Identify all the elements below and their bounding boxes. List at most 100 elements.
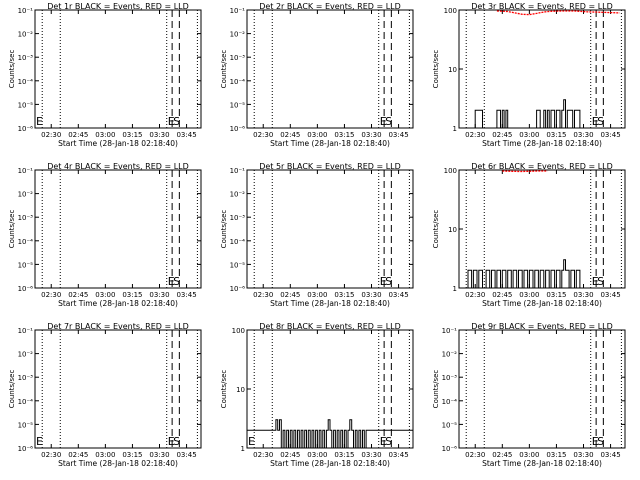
x-tick-label: 03:00 xyxy=(519,451,539,459)
x-tick-label: 03:45 xyxy=(388,451,408,459)
x-tick-label: 03:00 xyxy=(95,451,115,459)
y-tick-label: 10⁻¹ xyxy=(230,7,246,15)
marker-label-e: E xyxy=(592,115,599,128)
y-tick-label: 10⁻⁵ xyxy=(18,261,34,269)
y-tick-label: 10⁻⁶ xyxy=(230,125,246,133)
y-tick-label: 10⁻⁵ xyxy=(442,421,458,429)
x-axis-label: Start Time (28-Jan-18 02:18:40) xyxy=(482,139,602,148)
marker-label-s: S xyxy=(173,275,180,288)
x-tick-label: 03:30 xyxy=(361,451,381,459)
marker-label-e: E xyxy=(36,115,43,128)
x-tick-label: 02:30 xyxy=(253,291,273,299)
x-axis-label: Start Time (28-Jan-18 02:18:40) xyxy=(58,459,178,468)
events-series-line xyxy=(247,419,414,449)
y-axis-label: Counts/sec xyxy=(8,50,16,89)
y-tick-label: 100 xyxy=(444,167,457,175)
y-tick-label: 1 xyxy=(453,285,457,293)
x-tick-label: 03:00 xyxy=(95,131,115,139)
y-tick-label: 100 xyxy=(444,7,457,15)
y-axis-label: Counts/sec xyxy=(432,50,440,89)
x-tick-label: 02:45 xyxy=(492,291,512,299)
panel-6: Det 6r BLACK = Events, RED = LLD 1 10 100 02… xyxy=(432,162,626,308)
y-tick-label: 10⁻² xyxy=(18,191,34,199)
plot-frame xyxy=(458,329,626,449)
panel-title: Det 9r BLACK = Events, RED = LLD xyxy=(471,322,613,331)
plot-frame xyxy=(34,329,202,449)
marker-label-e: E xyxy=(168,275,175,288)
x-tick-label: 02:45 xyxy=(280,451,300,459)
x-axis-label: Start Time (28-Jan-18 02:18:40) xyxy=(482,299,602,308)
x-tick-label: 02:45 xyxy=(492,131,512,139)
x-axis-label: Start Time (28-Jan-18 02:18:40) xyxy=(58,139,178,148)
y-tick-label: 1 xyxy=(241,445,245,453)
x-tick-label: 02:45 xyxy=(68,451,88,459)
y-tick-label: 10⁻³ xyxy=(442,374,458,382)
y-tick-label: 10⁻⁴ xyxy=(230,238,246,246)
y-tick-label: 10⁻⁴ xyxy=(18,398,34,406)
x-tick-label: 03:30 xyxy=(149,131,169,139)
x-tick-label: 03:30 xyxy=(361,291,381,299)
panel-title: Det 1r BLACK = Events, RED = LLD xyxy=(47,2,189,11)
y-tick-label: 10⁻¹ xyxy=(18,327,34,335)
x-tick-label: 03:00 xyxy=(519,131,539,139)
x-tick-label: 03:15 xyxy=(334,291,354,299)
x-tick-label: 03:45 xyxy=(600,291,620,299)
y-tick-label: 10⁻⁵ xyxy=(18,101,34,109)
x-tick-label: 02:30 xyxy=(465,131,485,139)
x-tick-label: 03:30 xyxy=(149,291,169,299)
x-tick-label: 03:45 xyxy=(176,131,196,139)
y-tick-label: 10⁻⁶ xyxy=(18,445,34,453)
panel-8: Det 8r BLACK = Events, RED = LLD 1 10 100 02… xyxy=(220,322,414,468)
y-tick-label: 10⁻¹ xyxy=(230,167,246,175)
marker-label-s: S xyxy=(173,115,180,128)
x-tick-label: 02:30 xyxy=(41,291,61,299)
marker-label-s: S xyxy=(597,435,604,448)
y-axis-label: Counts/sec xyxy=(220,210,228,249)
x-tick-label: 03:00 xyxy=(307,291,327,299)
panel-title: Det 2r BLACK = Events, RED = LLD xyxy=(259,2,401,11)
y-tick-label: 10⁻⁶ xyxy=(230,285,246,293)
panel-4: Det 4r BLACK = Events, RED = LLD 10⁻⁶ 10⁻⁵… xyxy=(8,162,202,308)
y-tick-label: 1 xyxy=(453,125,457,133)
y-axis-label: Counts/sec xyxy=(432,370,440,409)
y-axis-label: Counts/sec xyxy=(432,210,440,249)
x-tick-label: 03:45 xyxy=(388,291,408,299)
x-tick-label: 03:45 xyxy=(600,131,620,139)
y-tick-label: 10⁻² xyxy=(18,351,34,359)
marker-label-s: S xyxy=(173,435,180,448)
marker-label-e: E xyxy=(380,275,387,288)
events-series-line xyxy=(459,99,625,129)
y-tick-label: 10⁻³ xyxy=(18,214,34,222)
y-tick-label: 10⁻⁴ xyxy=(230,78,246,86)
y-axis-label: Counts/sec xyxy=(220,370,228,409)
x-tick-label: 03:15 xyxy=(334,131,354,139)
y-tick-label: 10⁻⁴ xyxy=(442,398,458,406)
x-tick-label: 03:15 xyxy=(122,131,142,139)
marker-label-e: E xyxy=(380,115,387,128)
panel-title: Det 6r BLACK = Events, RED = LLD xyxy=(471,162,613,171)
x-tick-label: 03:15 xyxy=(122,451,142,459)
marker-label-e: E xyxy=(168,435,175,448)
x-axis-label: Start Time (28-Jan-18 02:18:40) xyxy=(58,299,178,308)
panel-2: Det 2r BLACK = Events, RED = LLD 10⁻⁶ 10⁻⁵… xyxy=(220,2,414,148)
y-tick-label: 100 xyxy=(232,327,245,335)
x-tick-label: 03:15 xyxy=(334,451,354,459)
panel-title: Det 7r BLACK = Events, RED = LLD xyxy=(47,322,189,331)
panel-title: Det 8r BLACK = Events, RED = LLD xyxy=(259,322,401,331)
x-tick-label: 02:45 xyxy=(492,451,512,459)
y-axis-label: Counts/sec xyxy=(8,370,16,409)
y-tick-label: 10⁻⁶ xyxy=(18,125,34,133)
x-tick-label: 03:15 xyxy=(122,291,142,299)
y-axis-label: Counts/sec xyxy=(8,210,16,249)
x-tick-label: 03:30 xyxy=(361,131,381,139)
x-tick-label: 03:15 xyxy=(546,291,566,299)
events-series-line xyxy=(459,259,625,289)
y-tick-label: 10⁻¹ xyxy=(442,327,458,335)
x-tick-label: 03:00 xyxy=(519,291,539,299)
x-tick-label: 03:30 xyxy=(573,451,593,459)
y-tick-label: 10⁻⁵ xyxy=(18,421,34,429)
marker-label-e: E xyxy=(168,115,175,128)
x-tick-label: 03:00 xyxy=(307,451,327,459)
x-tick-label: 03:00 xyxy=(307,131,327,139)
